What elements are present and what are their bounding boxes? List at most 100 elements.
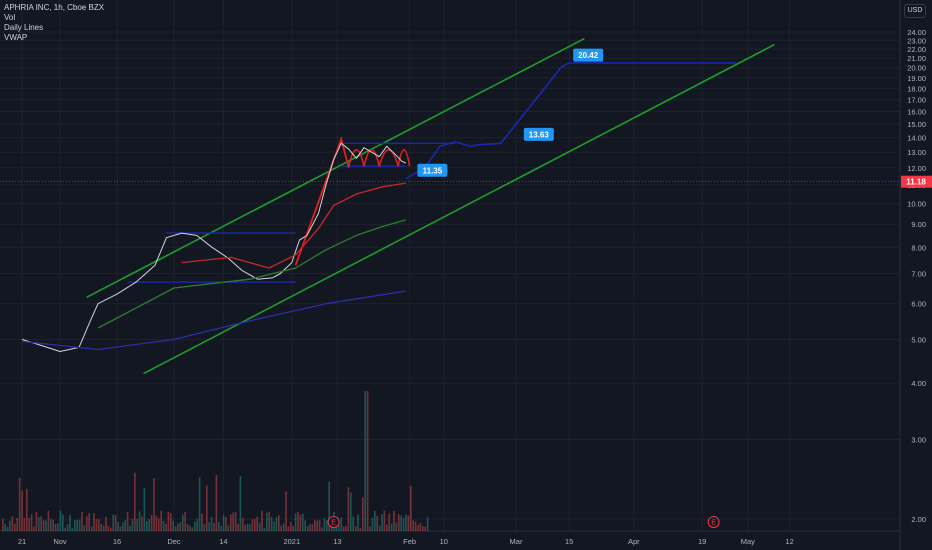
volume-bar (90, 526, 93, 531)
volume-bar (254, 519, 256, 531)
volume-bar (371, 517, 374, 531)
volume-bar (62, 514, 64, 531)
currency-button[interactable]: USD (904, 4, 926, 18)
volume-bar (88, 513, 90, 531)
volume-bar (134, 472, 136, 531)
volume-bar (414, 521, 417, 531)
y-tick-label: 3.00 (911, 436, 926, 445)
volume-bar (388, 513, 390, 531)
x-tick-label: 12 (785, 537, 793, 546)
volume-bar (174, 526, 177, 531)
volume-bar (208, 522, 210, 531)
volume-bar (234, 512, 237, 531)
channel-upper-line (86, 37, 585, 299)
y-tick-label: 15.00 (907, 120, 926, 129)
volume-bar (119, 526, 122, 531)
volume-bar (150, 515, 153, 531)
y-tick-label: 16.00 (907, 107, 926, 116)
volume-bar (395, 522, 398, 531)
target-tag-label: 20.42 (578, 51, 599, 60)
volume-bar (23, 518, 26, 531)
volume-bar (129, 525, 131, 531)
legend-vwap[interactable]: VWAP (4, 33, 28, 42)
volume-bar (26, 488, 28, 531)
volume-bar (342, 526, 345, 531)
target-tag-label: 11.35 (423, 166, 443, 175)
volume-bar (35, 512, 38, 531)
volume-bar (206, 485, 208, 531)
y-tick-label: 17.00 (907, 96, 926, 105)
volume-bar (59, 510, 62, 531)
volume-bar (419, 523, 422, 531)
volume-bar (424, 526, 426, 531)
volume-bar (383, 510, 386, 531)
projection-path (405, 62, 737, 180)
last-price-tag (901, 175, 932, 188)
volume-bar (40, 516, 42, 531)
volume-bar (146, 520, 148, 531)
volume-bar (410, 485, 412, 531)
red-arc (397, 148, 411, 167)
y-tick-label: 24.00 (907, 28, 926, 37)
volume-bar (321, 527, 323, 531)
y-tick-label: 20.00 (907, 64, 926, 73)
volume-bar (21, 490, 23, 531)
volume-bar (71, 527, 74, 531)
volume-bar (402, 517, 405, 531)
legend-daily-lines[interactable]: Daily Lines (4, 23, 44, 32)
x-tick-label: Apr (628, 537, 640, 546)
y-tick-label: 14.00 (907, 134, 926, 143)
volume-bar (186, 523, 189, 531)
volume-bar (107, 526, 110, 531)
volume-bar (268, 511, 270, 531)
volume-bar (215, 475, 218, 531)
volume-bar (273, 521, 275, 531)
volume-bar (189, 525, 191, 531)
volume-bar (318, 519, 321, 531)
volume-bar (143, 487, 146, 531)
volume-bar (390, 523, 393, 531)
volume-bar (102, 525, 105, 531)
volume-bar (338, 524, 340, 531)
volume-bar (285, 491, 287, 531)
legend-vol[interactable]: Vol (4, 13, 16, 22)
volume-bar (141, 516, 143, 531)
volume-bar (378, 525, 381, 531)
chart-drawings (0, 37, 900, 375)
daily-line-green (97, 219, 406, 329)
volume-bar (69, 514, 71, 531)
red-arc (363, 148, 380, 167)
volume-bar (78, 519, 81, 531)
volume-bar (417, 525, 419, 531)
volume-bar (294, 513, 297, 531)
volume-bar (359, 527, 362, 531)
volume-bars (2, 391, 429, 531)
volume-bar (64, 527, 66, 531)
x-tick-label: Mar (510, 537, 523, 546)
volume-bar (153, 478, 155, 531)
volume-bar (302, 513, 304, 531)
x-tick-label: 13 (333, 537, 341, 546)
volume-bar (282, 523, 285, 531)
volume-bar (287, 526, 290, 531)
earnings-icon-glyph: E (331, 520, 336, 527)
volume-bar (230, 514, 232, 531)
volume-bar (354, 526, 357, 531)
x-axis[interactable]: 21 Nov 16 Dec 14 2021 13 Feb 10 Mar 15 Apr 19 May 12 (18, 537, 794, 546)
volume-bar (407, 515, 410, 531)
volume-bar (162, 520, 165, 531)
volume-bar (18, 477, 21, 531)
volume-bar (194, 521, 196, 531)
legend-symbol[interactable]: APHRIA INC, 1h, Cboe BZX (4, 3, 105, 12)
volume-bar (266, 512, 268, 531)
volume-bar (316, 520, 318, 531)
red-arc (348, 148, 365, 167)
volume-bar (386, 524, 388, 531)
volume-bar (86, 516, 88, 531)
volume-bar (270, 516, 273, 531)
volume-bar (258, 522, 261, 531)
y-tick-label: 7.00 (911, 269, 926, 278)
y-tick-label: 13.00 (907, 148, 926, 157)
